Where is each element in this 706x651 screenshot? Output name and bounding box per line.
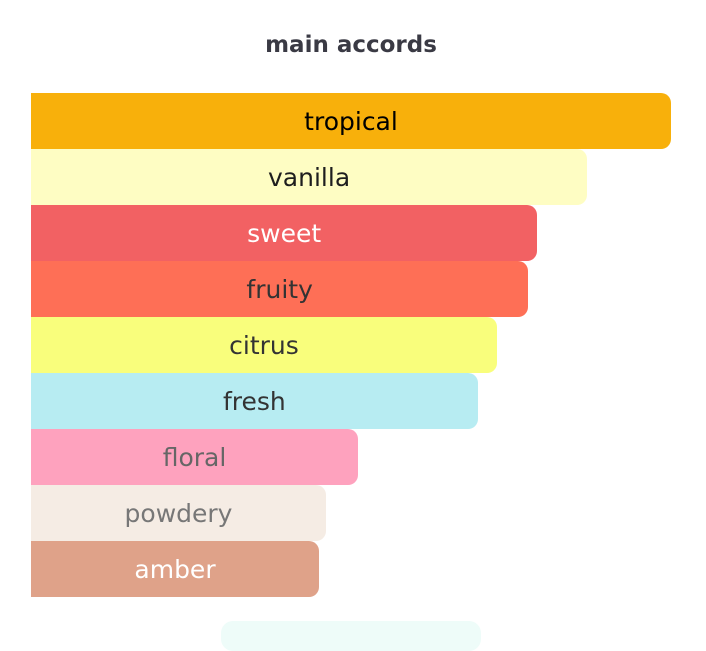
accord-bar-amber: amber [31, 541, 319, 597]
accord-bar-vanilla: vanilla [31, 149, 588, 205]
accord-label: powdery [124, 498, 233, 528]
accord-bars: tropical vanilla sweet fruity citrus fresh flo… [31, 93, 671, 597]
accord-bar-powdery: powdery [31, 485, 327, 541]
accord-bar-tropical: tropical [31, 93, 671, 149]
accord-label: fresh [222, 386, 286, 416]
accord-label: floral [162, 442, 227, 472]
accord-label: sweet [247, 218, 322, 248]
accord-bar-sweet: sweet [31, 205, 538, 261]
accord-bar-citrus: citrus [31, 317, 497, 373]
accord-bar-fresh: fresh [31, 373, 478, 429]
accord-label: tropical [304, 106, 398, 136]
accord-bar-floral: floral [31, 429, 359, 485]
accord-label: vanilla [268, 162, 351, 192]
accord-label: citrus [229, 330, 299, 360]
accord-bar-fruity: fruity [31, 261, 529, 317]
accord-label: amber [134, 554, 216, 584]
next-section-card [221, 621, 481, 651]
chart-title: main accords [265, 32, 437, 58]
accord-label: fruity [246, 274, 313, 304]
